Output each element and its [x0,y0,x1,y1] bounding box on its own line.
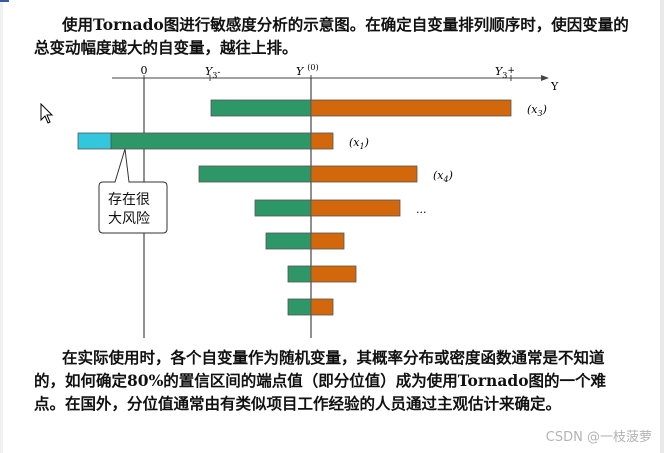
bar-6-high [310,298,334,316]
bar-1-high [310,132,334,150]
bar-2-low [198,165,312,183]
bar-5-low [287,265,312,283]
mouse-cursor-icon [40,103,54,124]
tick-label-y3-plus: Y3+ [495,65,515,80]
intro-paragraph: 使用Tornado图进行敏感度分析的示意图。在确定自变量排列顺序时，使因变量的总… [34,15,629,57]
bar-0-label: (x3) [527,103,547,118]
bar-3-high [310,199,401,217]
risk-callout: 存在很 大风险 [98,148,168,234]
bar-0-low [210,99,312,117]
bar-1-low [110,132,312,150]
corner-marker [0,0,9,2]
bar-5-high [310,265,357,283]
bar-3-low [254,199,312,217]
bar-4-high [310,232,345,250]
bar-1-label: (x1) [349,136,369,151]
axis-title: Y [550,80,559,93]
bar-1-risk [77,132,112,150]
bar-2-label: (x4) [433,169,453,184]
tick-label-y0: Y (0) [296,63,319,78]
bar-3-label: ... [416,203,427,216]
bar-6-low [287,298,312,316]
slide-left-edge [0,0,3,453]
bar-2-high [310,165,418,183]
slide-right-edge [660,0,664,453]
tick-label-zero: 0 [141,64,148,77]
tick-label-y3-minus: Y3- [205,65,220,80]
callout-line-1: 存在很 [108,192,150,208]
bar-4-low [265,232,312,250]
callout-line-2: 大风险 [108,211,150,227]
bar-0-high [310,99,512,117]
explanation-paragraph: 在实际使用时，各个自变量作为随机变量，其概率分布或密度函数通常是不知道的，如何确… [34,348,607,413]
csdn-watermark: CSDN @一枝菠萝 [545,430,652,445]
